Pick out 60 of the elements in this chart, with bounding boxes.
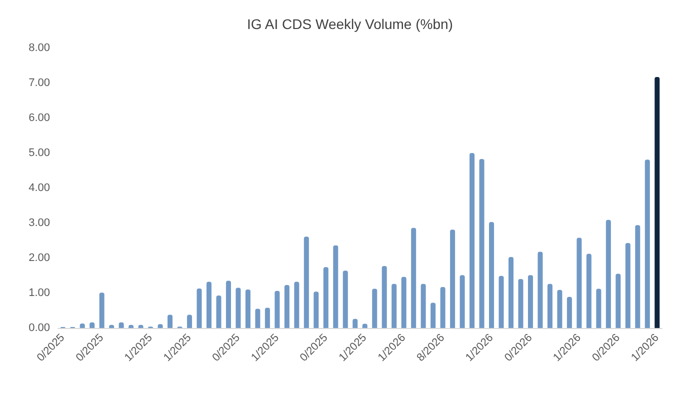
y-tick-label: 5.00 xyxy=(28,147,50,159)
bar xyxy=(314,292,319,328)
bar xyxy=(99,292,104,328)
bar xyxy=(654,77,660,328)
bar xyxy=(245,290,250,328)
bar xyxy=(323,267,328,328)
bar xyxy=(255,308,260,328)
y-tick-label: 8.00 xyxy=(28,42,50,54)
bar xyxy=(430,302,436,328)
bar xyxy=(304,236,309,328)
bar xyxy=(460,275,465,328)
bar xyxy=(440,287,446,328)
bar xyxy=(392,284,397,328)
bar xyxy=(372,288,378,328)
bar xyxy=(333,245,338,328)
y-tick-label: 6.00 xyxy=(28,112,50,124)
bar xyxy=(470,153,475,328)
bar xyxy=(528,275,533,328)
bar xyxy=(606,220,611,328)
y-tick-label: 7.00 xyxy=(28,77,50,89)
bar xyxy=(635,225,640,328)
y-tick-label: 0.00 xyxy=(28,322,50,334)
bar xyxy=(547,284,552,328)
bar xyxy=(187,314,192,328)
bar xyxy=(596,288,602,328)
bar xyxy=(274,290,280,328)
y-tick-label: 4.00 xyxy=(28,182,50,194)
bar xyxy=(557,290,562,328)
bar xyxy=(508,256,514,328)
bar xyxy=(284,284,290,328)
bar xyxy=(644,160,650,328)
bar xyxy=(489,222,494,328)
bar xyxy=(566,296,572,328)
bar xyxy=(518,279,524,328)
bar xyxy=(450,230,456,328)
bar xyxy=(168,314,173,328)
bar xyxy=(538,252,543,328)
y-tick-label: 1.00 xyxy=(28,287,50,299)
bar xyxy=(206,282,212,328)
bar xyxy=(625,242,630,328)
bar xyxy=(216,295,222,328)
bar xyxy=(401,276,406,328)
bar xyxy=(411,228,416,328)
bar xyxy=(420,284,426,328)
chart-title: IG AI CDS Weekly Volume (%bn) xyxy=(247,16,453,32)
bar xyxy=(342,270,348,328)
bar xyxy=(264,308,270,328)
bar xyxy=(294,282,300,328)
bar xyxy=(382,266,387,328)
bar xyxy=(196,288,202,328)
bar xyxy=(586,254,592,328)
bar xyxy=(352,318,358,328)
y-tick-label: 2.00 xyxy=(28,252,50,264)
bar xyxy=(616,274,621,328)
bar xyxy=(226,280,231,328)
bar xyxy=(576,238,582,328)
bar xyxy=(479,158,484,328)
bar xyxy=(236,288,241,328)
y-tick-label: 3.00 xyxy=(28,217,50,229)
bar xyxy=(498,276,504,328)
